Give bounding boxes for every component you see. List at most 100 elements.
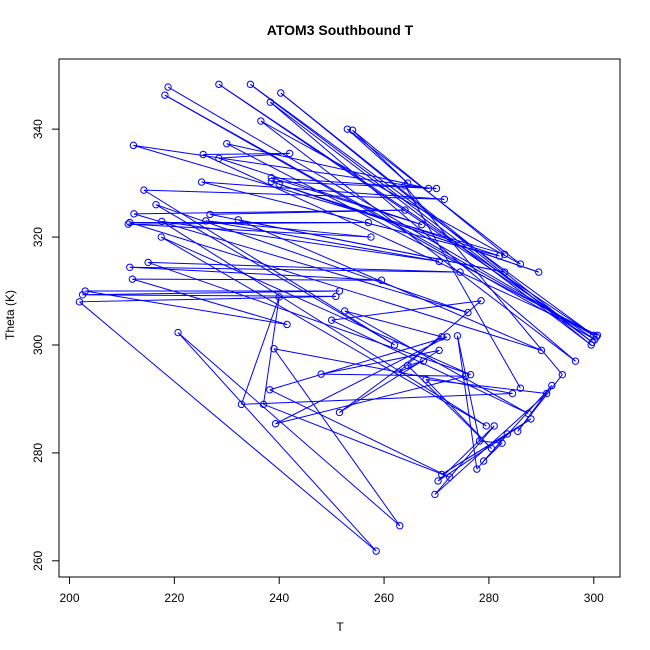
y-axis: 260 280 300 320 340 <box>31 119 60 571</box>
data-point <box>129 141 138 150</box>
data-point <box>266 98 274 106</box>
data-point <box>500 250 509 259</box>
chart-title: ATOM3 Southbound T <box>267 22 414 38</box>
data-point <box>81 287 89 295</box>
series-line-segment <box>128 223 371 238</box>
data-point <box>508 389 517 398</box>
series-line-segment <box>203 152 290 156</box>
data-point <box>215 154 223 162</box>
series-line-segment <box>143 189 395 346</box>
x-axis: 200 220 240 260 280 300 <box>59 576 604 605</box>
series-line-segment <box>79 295 336 303</box>
series-line-segment <box>218 152 290 159</box>
series-line-segment <box>205 220 440 262</box>
data-point <box>440 195 449 203</box>
series-line-segment <box>201 181 500 257</box>
data-point <box>152 200 160 209</box>
series-line-segment <box>271 180 437 189</box>
series-line-segment <box>263 403 450 478</box>
series-line-segment <box>161 236 471 376</box>
data-point <box>126 218 134 227</box>
series-line-segment <box>425 379 547 395</box>
data-point <box>164 83 172 91</box>
data-point <box>571 357 580 365</box>
data-point <box>490 422 498 430</box>
data-point <box>202 217 210 225</box>
data-point <box>500 268 509 276</box>
series-line-segment <box>201 181 445 200</box>
x-tick-label: 240 <box>269 591 289 605</box>
series-line-segment <box>132 278 382 281</box>
data-point <box>435 257 443 266</box>
series-line-segment <box>79 301 377 552</box>
data-point <box>157 233 165 241</box>
data-point <box>443 333 451 341</box>
data-point <box>479 457 488 465</box>
data-point <box>75 298 84 306</box>
series-line-segment <box>226 143 429 189</box>
x-tick-label: 300 <box>584 591 604 605</box>
series-line-segment <box>280 92 592 346</box>
data-point <box>487 444 496 453</box>
data-point <box>537 346 546 355</box>
data-point <box>275 293 283 301</box>
data-point <box>395 368 403 376</box>
series-line-segment <box>269 101 592 346</box>
series-line-segment <box>321 373 466 377</box>
data-point <box>445 473 454 481</box>
data-point <box>257 117 265 125</box>
series-line-segment <box>161 220 440 262</box>
data-point <box>453 332 462 340</box>
series-line-segment <box>205 220 372 238</box>
data-point <box>335 287 344 295</box>
series-line-segment <box>148 261 461 273</box>
series-line-segment <box>404 185 521 389</box>
data-point <box>246 80 255 89</box>
data-point <box>418 220 426 229</box>
data-point <box>341 307 349 315</box>
series-line-segment <box>271 177 422 226</box>
series-line-segment <box>275 375 466 425</box>
data-point <box>516 384 525 392</box>
series-line-segment <box>164 94 597 338</box>
series-lines <box>79 83 598 552</box>
y-tick-label: 260 <box>31 550 45 570</box>
series-line-segment <box>456 335 480 442</box>
plot-frame <box>58 58 621 578</box>
series-line-segment <box>437 425 495 482</box>
x-axis-label: T <box>336 620 344 634</box>
data-point <box>403 361 412 370</box>
data-point <box>475 437 484 445</box>
x-tick-label: 260 <box>374 591 394 605</box>
data-point <box>372 547 380 555</box>
series-line-segment <box>129 222 542 351</box>
x-tick-label: 280 <box>479 591 499 605</box>
data-point <box>431 490 439 499</box>
series-line-segment <box>352 129 505 255</box>
data-point <box>401 206 409 214</box>
data-point <box>396 522 404 530</box>
data-point <box>461 372 470 380</box>
series-line-segment <box>238 219 542 351</box>
data-point <box>424 184 433 193</box>
data-point <box>267 174 276 182</box>
data-point <box>422 375 430 384</box>
data-point <box>498 439 506 447</box>
series-line-segment <box>177 332 377 552</box>
data-point <box>343 125 352 133</box>
data-point <box>364 218 373 227</box>
series-line-segment <box>160 236 487 427</box>
series-line-segment <box>132 278 288 325</box>
series-line-segment <box>260 120 521 265</box>
data-point <box>535 268 543 276</box>
data-point <box>130 210 138 218</box>
data-point <box>548 381 556 390</box>
data-point <box>367 233 375 241</box>
series-line-segment <box>82 294 336 297</box>
data-point <box>390 341 399 349</box>
y-tick-label: 340 <box>31 119 45 139</box>
data-point <box>124 220 132 228</box>
data-point <box>197 178 206 186</box>
data-point <box>140 186 148 194</box>
